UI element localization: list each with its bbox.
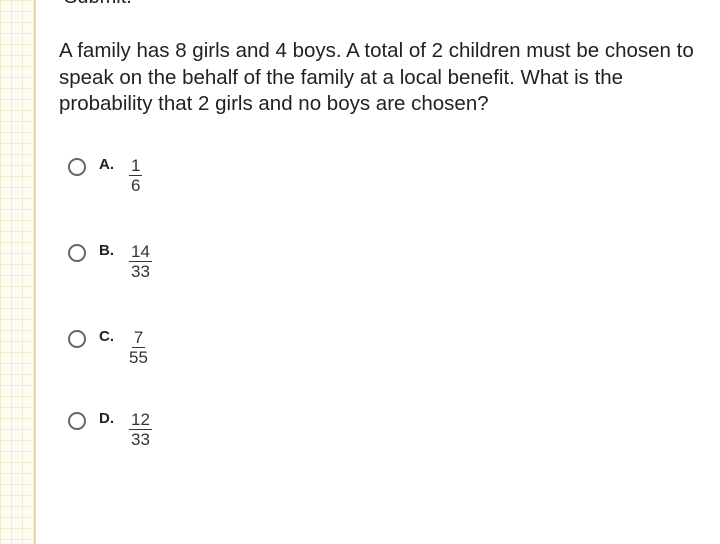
numerator: 12 xyxy=(129,410,152,430)
numerator: 7 xyxy=(131,328,146,348)
cut-off-heading: Submit. xyxy=(64,0,132,9)
margin-line xyxy=(34,0,36,544)
fraction: 12 33 xyxy=(129,410,152,450)
option-letter: D. xyxy=(99,410,114,427)
option-letter: B. xyxy=(99,242,114,259)
numerator: 14 xyxy=(129,242,152,262)
radio-button[interactable] xyxy=(68,330,86,348)
numerator: 1 xyxy=(129,156,143,176)
radio-button[interactable] xyxy=(68,244,86,262)
radio-button[interactable] xyxy=(68,158,86,176)
denominator: 33 xyxy=(131,430,150,449)
option-letter: A. xyxy=(99,156,114,173)
grid-paper-margin xyxy=(0,0,34,544)
option-d[interactable]: D. 12 33 xyxy=(68,410,152,450)
option-b[interactable]: B. 14 33 xyxy=(68,242,152,282)
question-text: A family has 8 girls and 4 boys. A total… xyxy=(59,39,694,115)
fraction: 1 6 xyxy=(129,156,143,196)
fraction: 14 33 xyxy=(129,242,152,282)
radio-button[interactable] xyxy=(68,412,86,430)
denominator: 55 xyxy=(129,348,148,367)
option-letter: C. xyxy=(99,328,114,345)
option-a[interactable]: A. 1 6 xyxy=(68,156,143,196)
denominator: 6 xyxy=(131,176,141,195)
fraction: 7 55 xyxy=(129,328,148,368)
option-c[interactable]: C. 7 55 xyxy=(68,328,148,368)
denominator: 33 xyxy=(131,262,150,281)
